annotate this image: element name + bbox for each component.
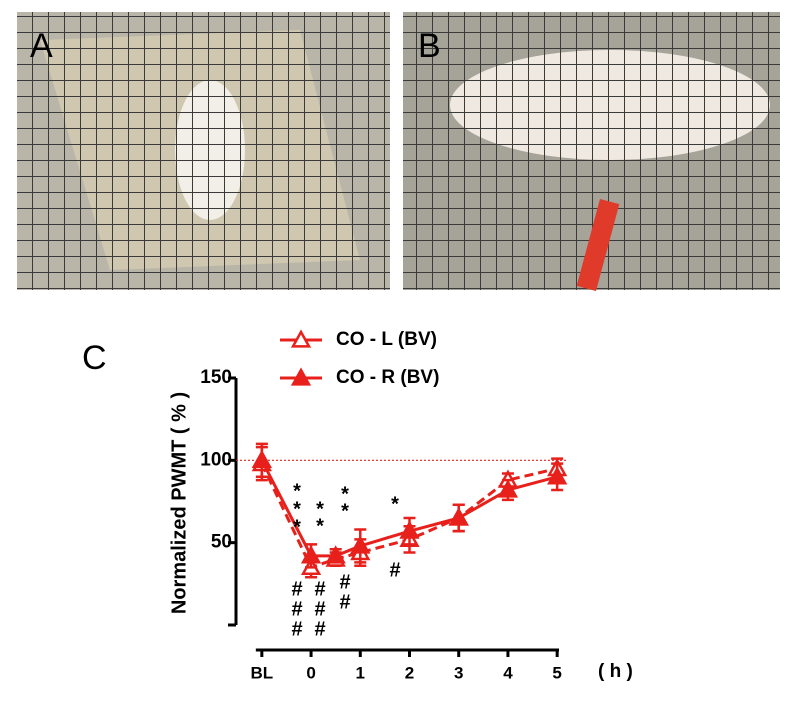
marker (497, 479, 519, 498)
significance-mark: # (314, 618, 325, 640)
significance-mark: # (314, 578, 325, 600)
marker (251, 449, 272, 468)
x-tick-label: 2 (405, 663, 414, 682)
legend-label: CO - L (BV) (336, 329, 437, 350)
x-tick-label: 4 (503, 663, 513, 682)
legend-label: CO - R (BV) (336, 367, 439, 388)
significance-mark: * (316, 515, 324, 537)
significance-mark: # (291, 618, 302, 640)
marker (300, 545, 322, 564)
significance-mark: * (391, 493, 399, 515)
legend-marker (290, 329, 312, 348)
x-tick-label: 5 (552, 663, 561, 682)
x-tick-label: BL (251, 663, 274, 682)
significance-mark: * (293, 516, 301, 538)
x-tick-label: 3 (454, 663, 463, 682)
significance-mark: * (316, 498, 324, 520)
y-tick-label: 50 (211, 532, 232, 553)
x-tick-label: 1 (356, 663, 365, 682)
marker (448, 507, 469, 526)
marker (547, 466, 568, 485)
marker (325, 545, 346, 564)
significance-mark: # (291, 578, 302, 600)
significance-mark: # (339, 591, 350, 613)
significance-mark: # (291, 598, 302, 620)
y-axis-label: Normalized PWMT ( % ) (168, 392, 190, 614)
photo-b (403, 12, 780, 292)
significance-mark: # (314, 598, 325, 620)
panel-label: A (30, 27, 53, 65)
marker (350, 535, 371, 554)
y-tick-label: 150 (200, 367, 232, 388)
significance-mark: * (293, 498, 301, 520)
x-tick-label: 0 (306, 663, 315, 682)
x-axis-label: ( h ) (598, 661, 633, 682)
significance-mark: # (389, 559, 400, 581)
legend-marker (290, 367, 312, 386)
marker (399, 520, 420, 539)
significance-mark: * (341, 483, 349, 505)
significance-mark: # (339, 571, 350, 593)
panel-label: C (82, 339, 107, 377)
panel-label: B (418, 27, 441, 65)
y-tick-label: 100 (200, 449, 232, 470)
significance-mark: * (293, 480, 301, 502)
significance-mark: * (341, 500, 349, 522)
photo-a (17, 12, 390, 290)
